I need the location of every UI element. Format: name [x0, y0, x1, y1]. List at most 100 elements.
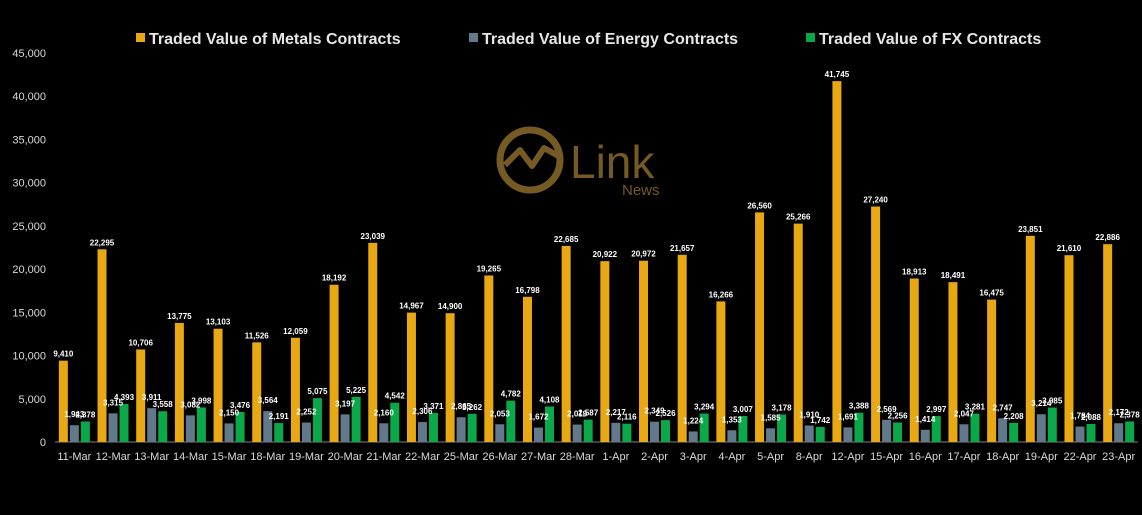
data-label: 18,913 — [902, 268, 927, 277]
data-label: 19,265 — [477, 264, 502, 273]
x-tick-label: 15-Apr — [870, 451, 903, 463]
bar-fx — [931, 416, 941, 442]
x-tick-label: 5-Apr — [757, 451, 784, 463]
bar-metals — [639, 260, 649, 442]
data-label: 2,019 — [567, 410, 588, 419]
x-tick-label: 13-Mar — [134, 451, 169, 463]
data-label: 27,240 — [863, 196, 888, 205]
data-label: 16,798 — [515, 286, 540, 295]
data-label: 1,414 — [915, 415, 936, 424]
bar-metals — [445, 313, 455, 442]
bar-energy — [1114, 423, 1124, 442]
data-label: 1,691 — [838, 412, 859, 421]
logo-chart-line-icon — [502, 145, 564, 169]
bar-fx — [544, 406, 554, 442]
data-label: 2,053 — [490, 409, 511, 418]
bar-fx — [467, 413, 477, 442]
bar-metals — [871, 206, 881, 442]
data-label: 23,039 — [361, 232, 386, 241]
data-label: 2,252 — [296, 408, 317, 417]
bar-fx — [622, 423, 632, 442]
data-label: 26,560 — [747, 201, 772, 210]
bar-energy — [379, 423, 389, 442]
data-label: 3,911 — [142, 393, 162, 402]
data-label: 2,587 — [578, 409, 599, 418]
bar-energy — [766, 428, 776, 442]
data-label: 1,672 — [528, 413, 549, 422]
data-label: 25,266 — [786, 213, 811, 222]
data-label: 3,281 — [965, 403, 986, 412]
bar-energy — [340, 414, 350, 442]
data-label: 1,784 — [1070, 412, 1091, 421]
data-label: 21,657 — [670, 244, 695, 253]
bar-fx — [854, 412, 864, 442]
x-tick-label: 12-Mar — [96, 451, 131, 463]
legend-swatch — [136, 33, 145, 42]
x-tick-label: 14-Mar — [173, 451, 208, 463]
bar-fx — [661, 420, 671, 442]
bar-fx — [1047, 407, 1057, 442]
x-tick-label: 21-Mar — [366, 451, 401, 463]
bar-metals — [561, 245, 571, 442]
x-tick-label: 20-Mar — [328, 451, 363, 463]
data-label: 22,685 — [554, 235, 579, 244]
bar-metals — [174, 322, 184, 442]
y-tick-label: 35,000 — [12, 134, 46, 146]
bar-energy — [804, 425, 814, 442]
data-label: 3,262 — [462, 403, 483, 412]
data-label: 4,108 — [539, 395, 560, 404]
data-label: 3,197 — [335, 399, 356, 408]
bar-energy — [301, 422, 311, 442]
bar-energy — [417, 422, 427, 442]
bar-fx — [1086, 423, 1096, 442]
bar-fx — [312, 398, 322, 442]
data-label: 3,082 — [180, 400, 201, 409]
legend-label: Traded Value of Metals Contracts — [149, 31, 401, 48]
data-label: 16,475 — [979, 289, 1004, 298]
bars — [58, 81, 1135, 442]
bar-energy — [1036, 414, 1046, 442]
data-label: 3,214 — [1031, 399, 1052, 408]
data-label: 3,315 — [103, 398, 124, 407]
bar-metals — [58, 360, 68, 442]
bar-metals — [948, 282, 958, 442]
data-label: 1,585 — [761, 413, 782, 422]
bar-metals — [832, 81, 842, 442]
bar-energy — [998, 418, 1008, 442]
data-label: 1,224 — [683, 416, 704, 425]
x-tick-label: 8-Apr — [796, 451, 823, 463]
data-label: 13,103 — [206, 318, 231, 327]
data-label: 2,378 — [75, 410, 96, 419]
y-tick-label: 20,000 — [12, 264, 46, 276]
data-label: 2,217 — [606, 408, 627, 417]
data-label: 22,886 — [1095, 233, 1120, 242]
bar-metals — [1103, 244, 1113, 442]
data-label: 3,294 — [694, 403, 715, 412]
data-label: 2,569 — [877, 405, 898, 414]
bar-energy — [185, 415, 195, 442]
bar-energy — [572, 424, 582, 442]
data-label: 20,922 — [593, 250, 618, 259]
data-label: 23,851 — [1018, 225, 1043, 234]
bar-metals — [97, 249, 107, 442]
bar-energy — [456, 417, 466, 442]
bar-fx — [235, 411, 245, 442]
data-label: 18,491 — [941, 271, 966, 280]
y-tick-label: 5,000 — [18, 394, 46, 406]
x-tick-label: 19-Apr — [1025, 451, 1058, 463]
bar-energy — [1075, 426, 1085, 442]
bar-fx — [80, 421, 90, 442]
legend: Traded Value of Metals Contracts Traded V… — [136, 31, 1041, 48]
legend-swatch — [806, 33, 815, 42]
bar-fx — [777, 414, 787, 442]
data-label: 2,208 — [1004, 412, 1025, 421]
data-label: 14,967 — [399, 302, 424, 311]
legend-label: Traded Value of FX Contracts — [819, 31, 1041, 48]
x-tick-label: 12-Apr — [831, 451, 864, 463]
bar-metals — [484, 275, 494, 442]
data-label: 2,088 — [1081, 413, 1102, 422]
data-label: 2,256 — [888, 411, 909, 420]
bar-metals — [213, 328, 223, 442]
y-tick-label: 30,000 — [12, 178, 46, 190]
bar-fx — [815, 426, 825, 442]
